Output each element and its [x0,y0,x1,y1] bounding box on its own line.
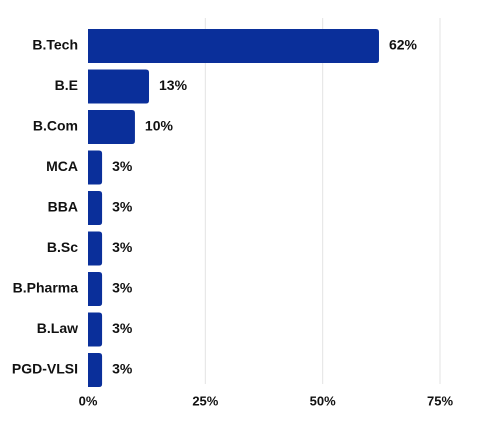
bar-b-pharma [88,272,103,306]
value-label: 3% [112,158,133,174]
value-label: 3% [112,280,133,296]
x-axis-ticks: 0% 25% 50% 75% [79,393,454,408]
value-label: 62% [389,37,418,53]
category-label: B.E [55,77,78,93]
x-tick-label: 75% [427,393,453,408]
x-tick-label: 50% [310,393,336,408]
category-label: PGD-VLSI [12,361,78,377]
bar-bba [88,191,103,225]
bar-mca [88,150,103,185]
label-layer: B.Tech 62% B.E 13% B.Com 10% MCA 3% BBA 3% B.Sc 3% B… [12,37,418,377]
bar-b-com [88,110,135,144]
bar-layer [88,29,379,387]
value-label: 13% [159,77,188,93]
grid-layer [204,18,441,384]
category-label: B.Com [33,118,78,134]
x-tick-label: 25% [192,393,218,408]
bar-b-law [88,312,103,347]
value-label: 3% [112,239,133,255]
category-label: BBA [48,199,78,215]
value-label: 3% [112,199,133,215]
value-label: 10% [145,118,174,134]
category-label: MCA [46,158,78,174]
value-label: 3% [112,361,133,377]
category-label: B.Law [37,320,78,336]
x-tick-label: 0% [79,393,98,408]
value-label: 3% [112,320,133,336]
bar-b-sc [88,231,103,266]
bar-b-tech [88,29,379,63]
bar-b-e [88,69,150,104]
category-label: B.Tech [32,37,78,53]
category-label: B.Pharma [13,280,79,296]
bar-pgd-vlsi [88,353,103,387]
category-label: B.Sc [47,239,78,255]
